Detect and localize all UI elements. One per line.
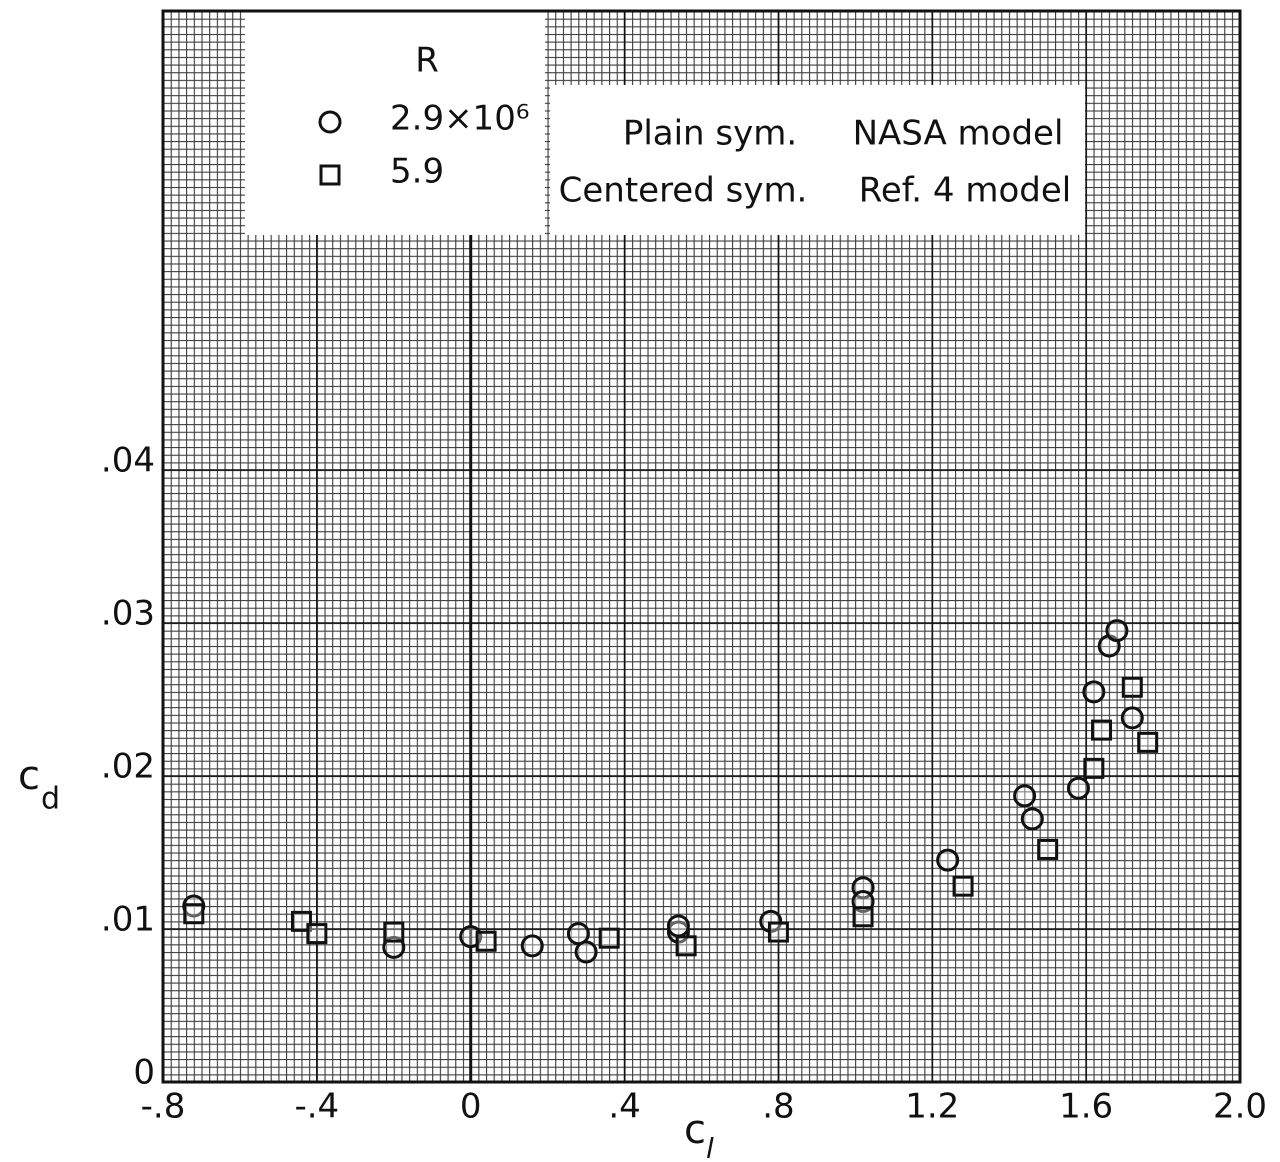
note: Plain sym. <box>623 114 797 154</box>
note: Ref. 4 model <box>859 171 1071 211</box>
legend-title: R <box>415 41 439 81</box>
x-tick-label: 1.6 <box>1059 1087 1113 1127</box>
data-point <box>1037 838 1059 860</box>
x-axis-label-subscript: l <box>706 1132 714 1162</box>
data-point <box>1137 731 1159 753</box>
data-point <box>952 875 974 897</box>
data-point <box>520 934 544 958</box>
plot-frame <box>161 9 1242 1084</box>
x-tick-label: -.8 <box>141 1087 186 1127</box>
x-tick-label: -.4 <box>294 1087 339 1127</box>
legend-label: 5.9 <box>390 152 444 192</box>
data-point <box>383 921 405 943</box>
data-point <box>1013 784 1037 808</box>
data-point <box>675 935 697 957</box>
data-point <box>767 921 789 943</box>
legend-marker <box>319 164 341 186</box>
x-tick-label: 0 <box>460 1087 482 1127</box>
data-point <box>1066 776 1090 800</box>
x-tick-label: .8 <box>762 1087 794 1127</box>
data-point <box>1083 757 1105 779</box>
y-tick-label: .03 <box>101 594 155 634</box>
x-axis-label: c <box>684 1107 706 1153</box>
notes-box <box>550 85 1085 235</box>
data-point <box>290 910 312 932</box>
y-tick-label: .04 <box>101 441 155 481</box>
data-point <box>1091 719 1113 741</box>
legend-marker <box>318 110 342 134</box>
data-point <box>598 927 620 949</box>
data-point <box>183 903 205 925</box>
note: NASA model <box>853 114 1064 154</box>
legend-label: 2.9×10⁶ <box>390 99 529 139</box>
data-point <box>1105 619 1129 643</box>
y-axis-label: c <box>18 753 40 799</box>
data-point <box>666 914 690 938</box>
data-point <box>475 930 497 952</box>
data-point <box>574 940 598 964</box>
x-tick-label: 1.2 <box>905 1087 959 1127</box>
data-point <box>1020 807 1044 831</box>
legend-box <box>245 5 545 235</box>
data-point <box>852 906 874 928</box>
y-tick-label: .02 <box>101 747 155 787</box>
x-tick-label: 2.0 <box>1213 1087 1267 1127</box>
data-point <box>1082 680 1106 704</box>
data-point <box>936 848 960 872</box>
y-tick-label: 0 <box>133 1053 155 1093</box>
data-point <box>1121 676 1143 698</box>
data-point <box>1120 706 1144 730</box>
note: Centered sym. <box>559 171 808 211</box>
y-tick-label: .01 <box>101 900 155 940</box>
data-point <box>306 923 328 945</box>
y-axis-label-subscript: d <box>41 782 60 817</box>
x-tick-label: .4 <box>608 1087 640 1127</box>
